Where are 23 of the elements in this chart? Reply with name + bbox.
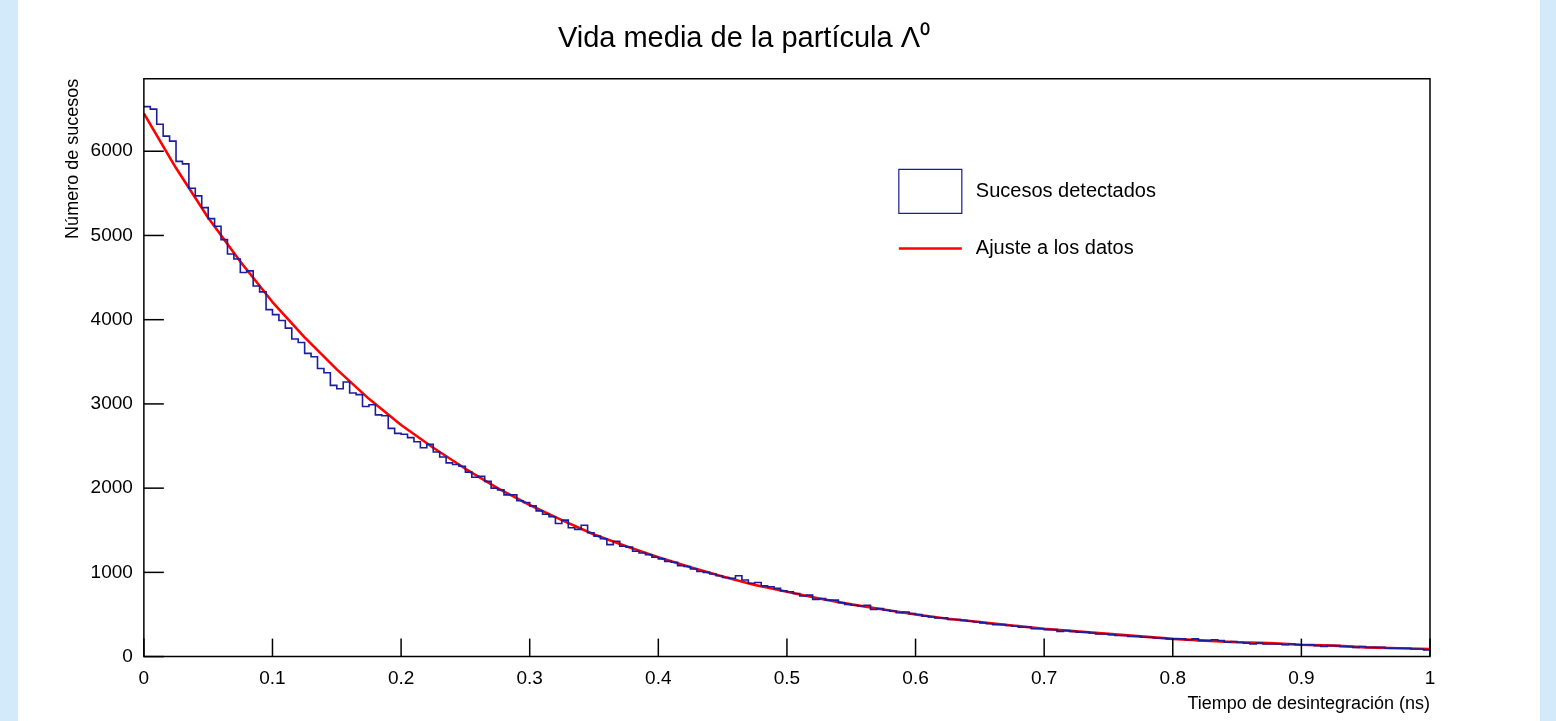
x-tick-label: 0.9 — [1288, 667, 1315, 689]
chart-title: Vida media de la partícula Λ⁰ — [557, 21, 931, 54]
y-tick-label: 1000 — [90, 560, 133, 582]
x-tick-label: 0.5 — [773, 667, 801, 689]
y-tick-label: 6000 — [90, 139, 133, 161]
y-tick-label: 3000 — [90, 392, 133, 414]
legend-label: Sucesos detectados — [975, 178, 1156, 201]
x-tick-label: 0.8 — [1159, 667, 1186, 689]
x-tick-label: 0.2 — [387, 667, 415, 689]
x-tick-label: 0.4 — [645, 667, 672, 689]
x-tick-label: 0 — [138, 667, 150, 689]
x-axis-title: Tiempo de desintegración (ns) — [1187, 693, 1430, 714]
y-axis-title: Número de sucesos — [61, 78, 82, 239]
y-tick-label: 2000 — [90, 476, 133, 498]
x-tick-label: 0.7 — [1030, 667, 1058, 689]
x-tick-label: 0.6 — [902, 667, 929, 689]
x-tick-label: 1 — [1424, 667, 1436, 689]
legend-label: Ajuste a los datos — [975, 235, 1134, 258]
y-tick-label: 4000 — [90, 307, 133, 329]
x-tick-label: 0.3 — [516, 667, 543, 689]
y-tick-label: 0 — [122, 644, 133, 666]
x-tick-label: 0.1 — [259, 667, 286, 689]
y-tick-label: 5000 — [90, 223, 133, 245]
